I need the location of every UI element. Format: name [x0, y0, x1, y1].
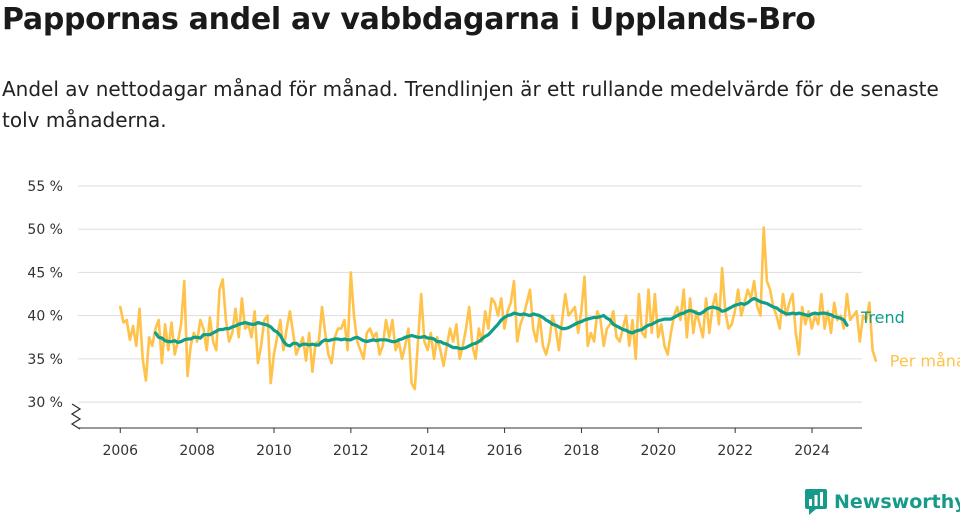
- y-tick-label: 45 %: [27, 265, 63, 281]
- series-label-0: Per månad: [890, 352, 960, 371]
- series-line-0: [119, 226, 878, 391]
- y-tick-label: 40 %: [27, 309, 63, 325]
- x-tick-label: 2006: [102, 443, 138, 459]
- x-axis-ticks: 2006 2008 2010 2012 2014 2016 2018 2020 2022 2024: [102, 428, 830, 459]
- series-label-1: Trend: [860, 308, 905, 327]
- page-title: Pappornas andel av vabbdagarna i Uppland…: [2, 2, 816, 37]
- x-tick-label: 2014: [410, 443, 446, 459]
- x-tick-label: 2018: [564, 443, 600, 459]
- x-tick-label: 2010: [256, 443, 292, 459]
- series-line-1: [153, 296, 849, 351]
- page-subtitle: Andel av nettodagar månad för månad. Tre…: [2, 77, 939, 132]
- series-lines: [119, 226, 878, 391]
- brand-name: Newsworthy: [834, 491, 960, 513]
- y-axis-ticks: 30 % 35 % 40 % 45 % 50 % 55 %: [27, 179, 63, 411]
- x-tick-label: 2008: [179, 443, 215, 459]
- y-axis-break-icon: [70, 403, 82, 430]
- x-tick-label: 2024: [794, 443, 830, 459]
- newsworthy-logo-icon: [805, 489, 827, 515]
- x-tick-label: 2020: [640, 443, 676, 459]
- x-tick-label: 2022: [717, 443, 753, 459]
- y-tick-label: 35 %: [27, 352, 63, 368]
- series-labels: Per månad Trend: [860, 308, 960, 370]
- newsworthy-brand: Newsworthy: [804, 488, 960, 516]
- y-tick-label: 50 %: [27, 222, 63, 238]
- gridlines: [78, 185, 862, 403]
- y-tick-label: 55 %: [27, 179, 63, 195]
- x-tick-label: 2012: [333, 443, 369, 459]
- y-tick-label: 30 %: [27, 395, 63, 411]
- x-tick-label: 2016: [487, 443, 523, 459]
